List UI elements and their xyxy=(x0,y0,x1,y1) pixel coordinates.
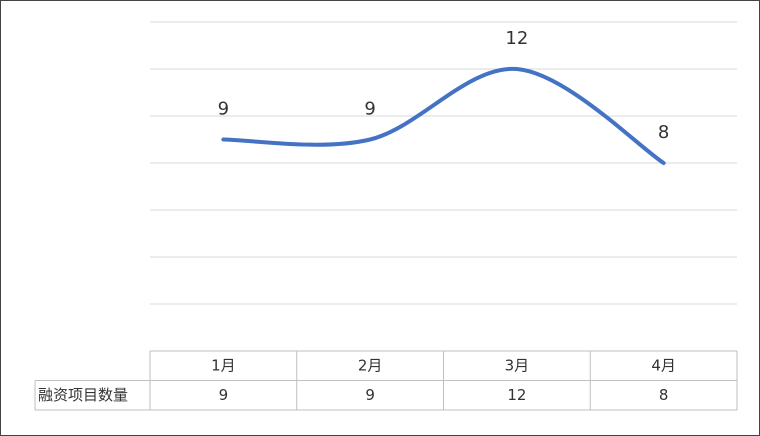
x-tick-label: 4月 xyxy=(651,356,676,374)
table-value: 8 xyxy=(659,386,669,404)
data-label: 9 xyxy=(364,99,375,120)
table-value: 9 xyxy=(365,386,375,404)
x-tick-label: 1月 xyxy=(211,356,236,374)
table-value: 9 xyxy=(219,386,229,404)
legend-label: 融资项目数量 xyxy=(38,386,128,404)
table-value: 12 xyxy=(507,386,526,404)
data-label: 9 xyxy=(218,99,229,120)
data-label: 12 xyxy=(505,28,528,49)
x-tick-label: 3月 xyxy=(505,356,530,374)
x-tick-label: 2月 xyxy=(358,356,383,374)
series-line xyxy=(221,66,666,165)
data-label: 8 xyxy=(658,122,669,143)
